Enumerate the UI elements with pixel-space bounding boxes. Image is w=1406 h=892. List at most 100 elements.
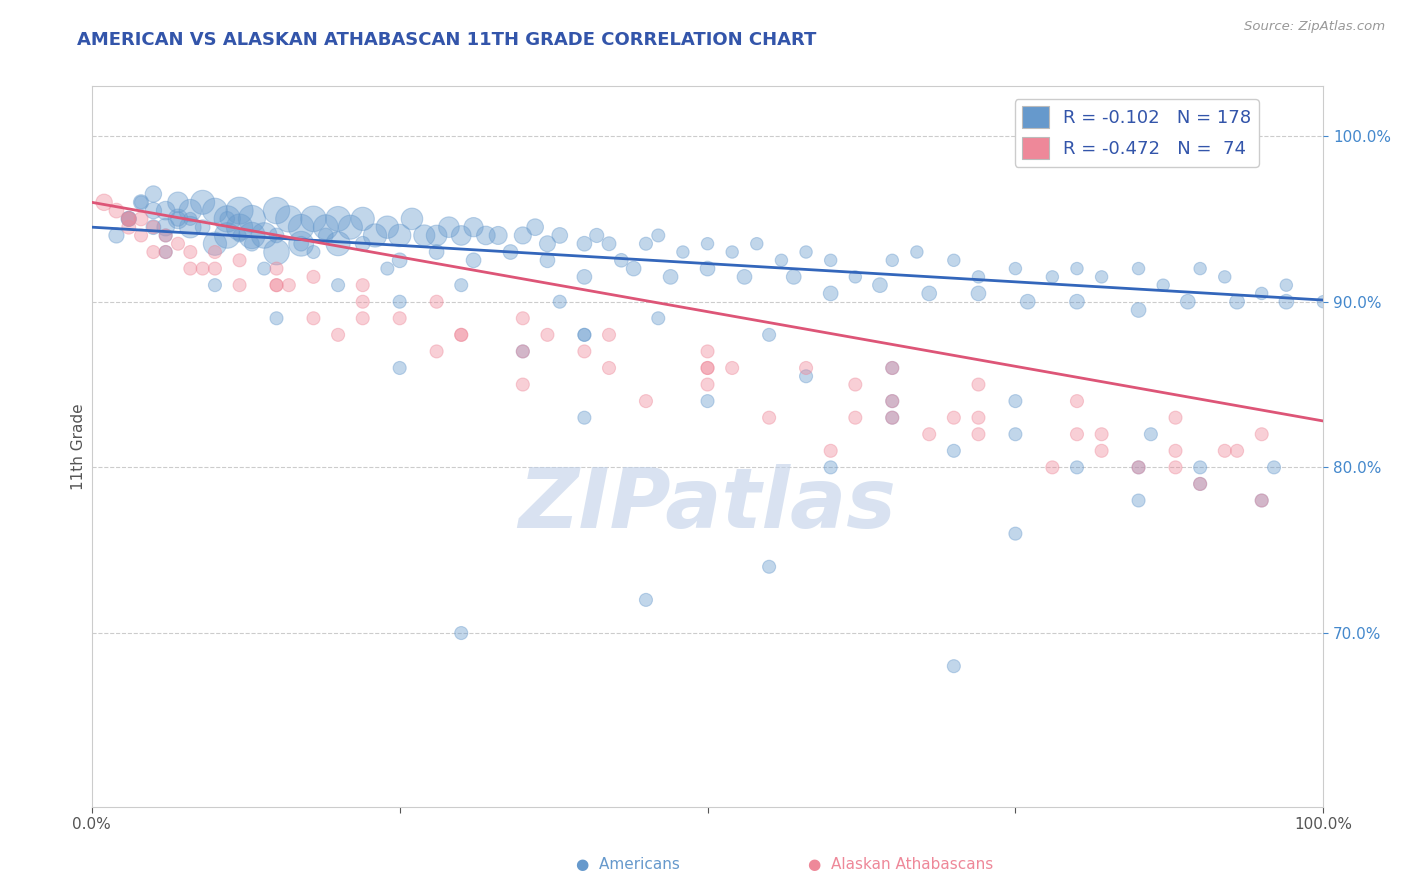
Point <box>1189 477 1212 491</box>
Point <box>118 211 141 226</box>
Point <box>820 253 842 268</box>
Point <box>1066 427 1088 442</box>
Point <box>240 228 263 243</box>
Point <box>463 220 485 235</box>
Point <box>1213 443 1236 458</box>
Point <box>512 311 534 326</box>
Point <box>253 228 276 243</box>
Point <box>1164 460 1187 475</box>
Point <box>118 211 141 226</box>
Point <box>758 327 780 342</box>
Point <box>1189 460 1212 475</box>
Point <box>1275 278 1298 293</box>
Y-axis label: 11th Grade: 11th Grade <box>72 403 86 490</box>
Point <box>1040 269 1063 284</box>
Point <box>266 228 288 243</box>
Point <box>1312 294 1334 309</box>
Point <box>1128 303 1150 318</box>
Point <box>450 626 472 640</box>
Point <box>463 253 485 268</box>
Point <box>375 220 398 235</box>
Point <box>191 261 214 276</box>
Point <box>844 410 866 425</box>
Point <box>882 361 904 376</box>
Point <box>574 327 596 342</box>
Point <box>1189 261 1212 276</box>
Point <box>1004 526 1026 541</box>
Point <box>326 327 349 342</box>
Point <box>426 294 449 309</box>
Point <box>486 228 509 243</box>
Point <box>129 211 152 226</box>
Point <box>228 253 250 268</box>
Point <box>1128 460 1150 475</box>
Point <box>967 410 990 425</box>
Point <box>610 253 633 268</box>
Point <box>1091 443 1114 458</box>
Point <box>672 245 695 260</box>
Point <box>118 220 141 235</box>
Point <box>426 245 449 260</box>
Point <box>536 236 558 251</box>
Legend: R = -0.102   N = 178, R = -0.472   N =  74: R = -0.102 N = 178, R = -0.472 N = 74 <box>1015 99 1258 167</box>
Point <box>1164 443 1187 458</box>
Point <box>388 311 411 326</box>
Point <box>1189 477 1212 491</box>
Point <box>228 228 250 243</box>
Point <box>512 228 534 243</box>
Point <box>734 269 756 284</box>
Point <box>240 211 263 226</box>
Point <box>918 427 941 442</box>
Point <box>375 261 398 276</box>
Point <box>437 220 460 235</box>
Point <box>228 220 250 235</box>
Point <box>1004 261 1026 276</box>
Text: ●  Alaskan Athabascans: ● Alaskan Athabascans <box>808 857 994 872</box>
Point <box>352 236 374 251</box>
Point <box>142 187 165 202</box>
Point <box>1004 394 1026 409</box>
Point <box>1091 427 1114 442</box>
Point <box>548 294 571 309</box>
Point <box>105 203 128 218</box>
Point <box>1177 294 1199 309</box>
Point <box>820 286 842 301</box>
Point <box>696 344 718 359</box>
Point <box>882 394 904 409</box>
Point <box>918 286 941 301</box>
Point <box>240 236 263 251</box>
Point <box>129 195 152 210</box>
Point <box>302 245 325 260</box>
Point <box>536 327 558 342</box>
Point <box>574 269 596 284</box>
Point <box>794 369 817 384</box>
Point <box>129 195 152 210</box>
Point <box>167 195 190 210</box>
Point <box>155 220 177 235</box>
Point <box>574 344 596 359</box>
Point <box>179 220 201 235</box>
Point <box>696 261 718 276</box>
Point <box>1140 427 1163 442</box>
Point <box>475 228 498 243</box>
Point <box>905 245 928 260</box>
Point <box>574 410 596 425</box>
Point <box>450 228 472 243</box>
Point <box>426 228 449 243</box>
Point <box>783 269 806 284</box>
Point <box>1066 294 1088 309</box>
Point <box>228 203 250 218</box>
Point <box>512 377 534 392</box>
Point <box>794 245 817 260</box>
Point <box>1164 410 1187 425</box>
Point <box>302 311 325 326</box>
Point <box>228 278 250 293</box>
Point <box>745 236 768 251</box>
Text: ●  Americans: ● Americans <box>576 857 681 872</box>
Point <box>844 377 866 392</box>
Point <box>634 394 657 409</box>
Point <box>326 211 349 226</box>
Point <box>217 228 239 243</box>
Point <box>179 245 201 260</box>
Point <box>1066 394 1088 409</box>
